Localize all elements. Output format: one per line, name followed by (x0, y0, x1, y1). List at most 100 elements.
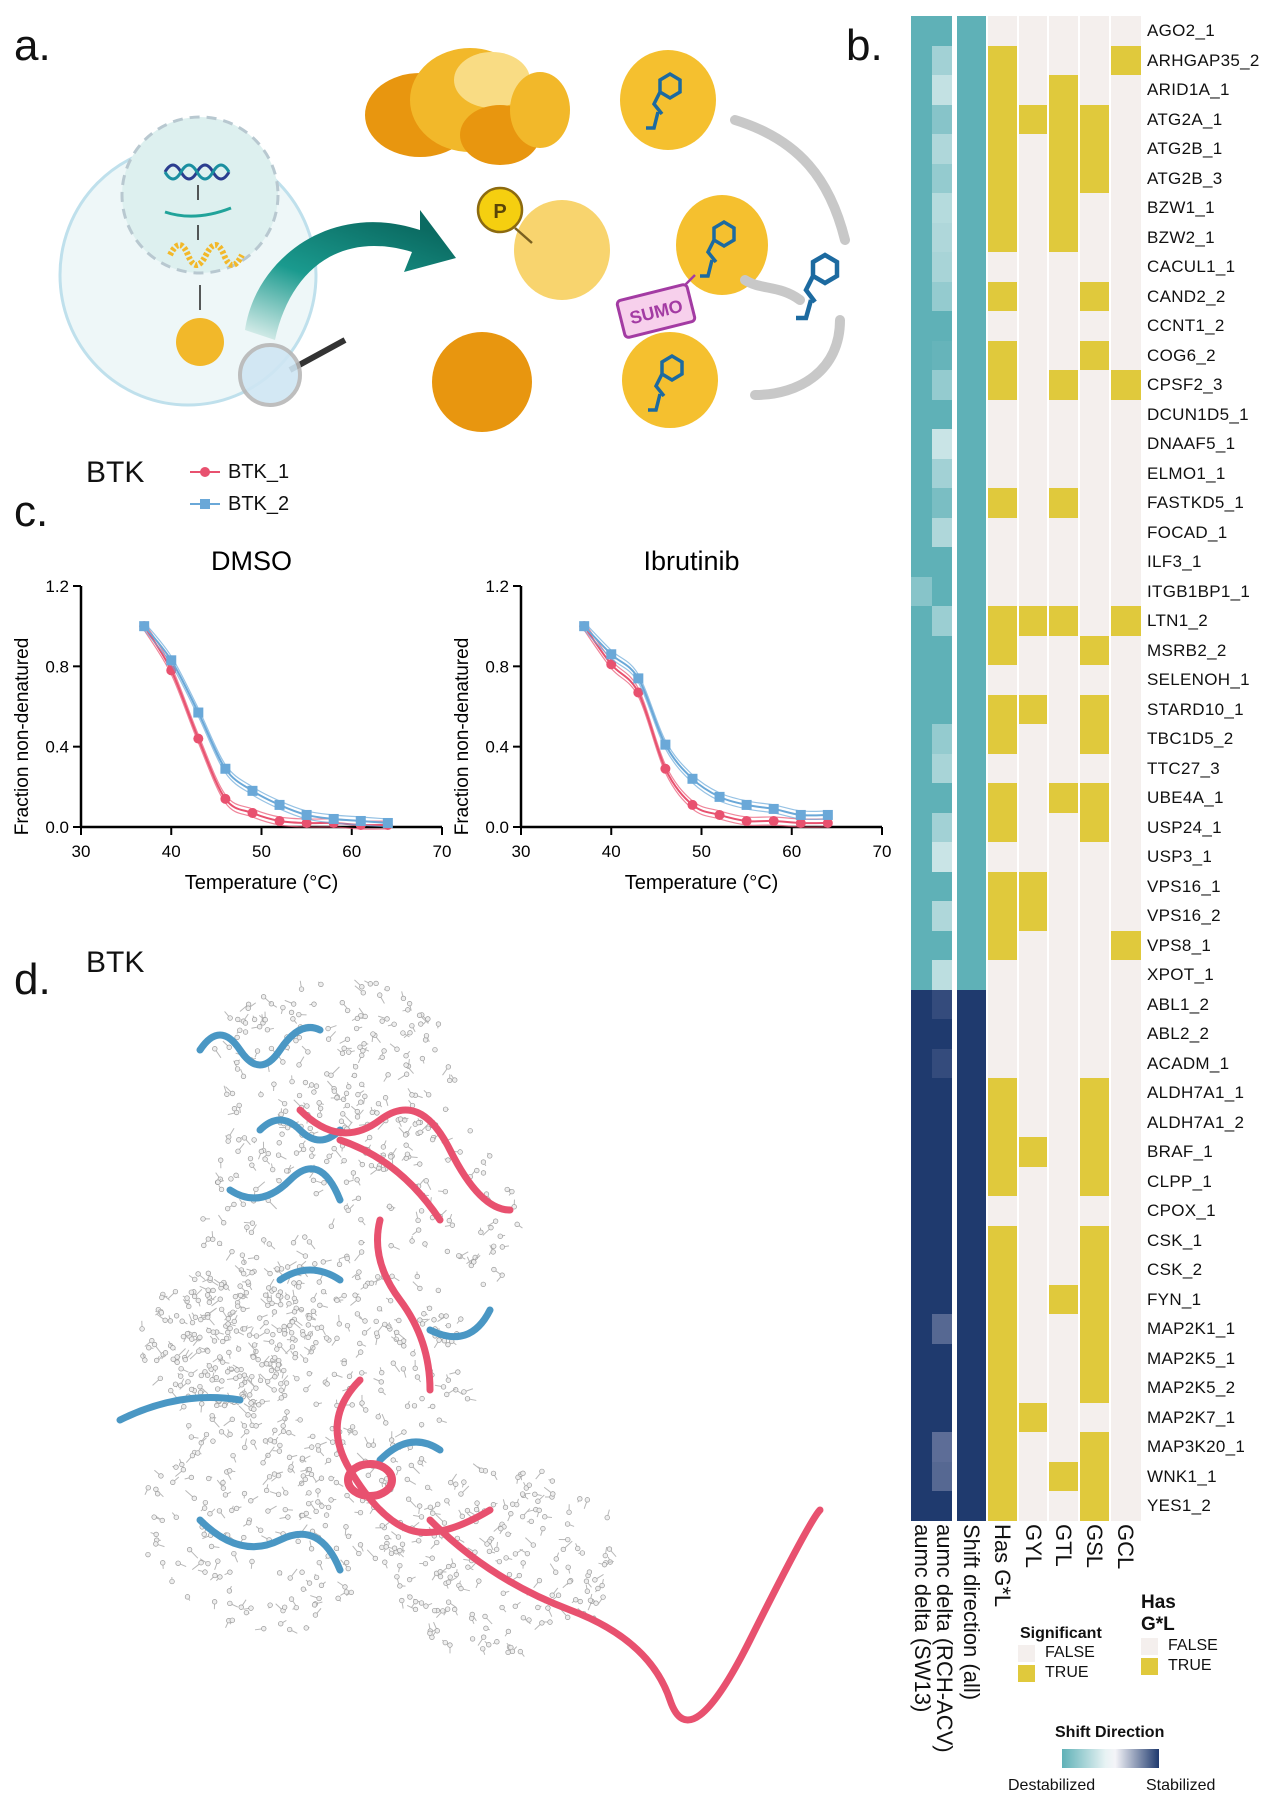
atom (275, 1472, 282, 1479)
heatmap-cell-flag (1019, 1373, 1047, 1403)
atom (225, 1205, 231, 1212)
heatmap-cell-flag (1049, 222, 1078, 253)
heatmap-cell-flag (1080, 901, 1109, 931)
data-point-btk_1 (220, 793, 231, 804)
heatmap-cell-flag (1080, 399, 1109, 430)
atom (601, 1562, 608, 1568)
atom (445, 1563, 452, 1570)
heatmap-cell-sw13 (911, 458, 932, 489)
heatmap-cell-rch (932, 783, 952, 813)
x-tick-label: 70 (873, 842, 892, 861)
atom (308, 1082, 315, 1088)
panel-label-d: d. (14, 955, 51, 1004)
atom (280, 1059, 286, 1065)
atom (382, 1095, 389, 1101)
atom (387, 1298, 394, 1304)
data-point-btk_1 (606, 659, 617, 670)
atom (512, 1603, 518, 1609)
atom (400, 1366, 407, 1372)
x-tick-label: 60 (342, 842, 361, 861)
atom (464, 1507, 471, 1514)
heatmap-cell-flag (1019, 812, 1047, 843)
heatmap-cell-flag (1080, 104, 1109, 135)
atom (354, 1177, 360, 1183)
atom (404, 1151, 411, 1157)
atom (403, 1071, 410, 1077)
atom (272, 1374, 278, 1380)
atom (341, 1292, 347, 1299)
data-point-btk_1 (822, 817, 833, 828)
heatmap-cell-flag (1080, 1461, 1109, 1492)
heatmap-cell-flag (1019, 1107, 1047, 1138)
atom (496, 1558, 503, 1565)
heatmap-cell-flag (988, 16, 1017, 46)
atom (260, 1460, 266, 1466)
atom (306, 1580, 313, 1586)
atom (211, 1338, 218, 1344)
atom (230, 1452, 236, 1459)
atom (550, 1491, 556, 1497)
atom (388, 1154, 394, 1160)
heatmap-cell-flag (1080, 930, 1109, 961)
heatmap-cell-flag (1080, 75, 1109, 105)
atom (480, 1159, 487, 1165)
heatmap-cell-sw13 (911, 193, 932, 223)
atom (434, 1539, 440, 1546)
atom (343, 1589, 350, 1595)
atom (198, 1372, 204, 1379)
heatmap-cell-flag (988, 694, 1017, 725)
atom (153, 1531, 159, 1538)
fit-curve-btk_1 (143, 625, 388, 827)
heatmap-row-label: ARHGAP35_2 (1147, 50, 1260, 70)
atom (222, 1492, 229, 1498)
atom (509, 1648, 516, 1655)
atom (162, 1350, 169, 1356)
atom (220, 1338, 226, 1345)
atom (288, 1596, 295, 1602)
heatmap-cell-flag (1111, 842, 1141, 872)
atom (378, 1379, 384, 1385)
heatmap-row-label: MAP3K20_1 (1147, 1437, 1246, 1456)
atom (292, 1354, 298, 1361)
heatmap-cell-flag (1080, 576, 1109, 607)
atom (385, 1072, 391, 1078)
atom (491, 1243, 497, 1249)
atom (375, 1274, 381, 1280)
heatmap-cell-flag (988, 901, 1017, 931)
atom (427, 1630, 433, 1636)
atom (233, 1505, 240, 1512)
atom (296, 1011, 302, 1018)
heatmap-cell-flag (1049, 75, 1078, 105)
atom (404, 1476, 410, 1483)
heatmap-cell-flag (1080, 1491, 1109, 1521)
atom (386, 1203, 393, 1209)
atom (404, 1403, 411, 1409)
atom (502, 1504, 509, 1510)
y-tick-label: 0.0 (45, 818, 69, 837)
heatmap-cell-shift (957, 871, 986, 902)
atom (409, 1238, 415, 1244)
atom (418, 1208, 425, 1214)
atom (326, 1153, 332, 1159)
heatmap-cell-flag (1019, 753, 1047, 784)
atom (209, 1413, 215, 1419)
atom (384, 1016, 390, 1022)
heatmap-cell-flag (1049, 429, 1078, 459)
atom (345, 1207, 351, 1214)
phosphate-icon (476, 186, 524, 234)
heatmap-cell-flag (988, 1225, 1017, 1256)
atom (539, 1468, 545, 1475)
atom (302, 1079, 309, 1086)
panel-label-a: a. (14, 21, 51, 70)
heatmap-cell-flag (988, 1196, 1017, 1226)
atom (373, 980, 379, 987)
atom (526, 1482, 532, 1488)
atom (308, 1546, 315, 1552)
heatmap-cell-flag (1049, 281, 1078, 312)
atom (287, 1322, 293, 1329)
atom (270, 1166, 276, 1173)
heatmap-cell-shift (957, 517, 986, 548)
atom (269, 1339, 275, 1345)
atom (253, 1333, 260, 1339)
heatmap-cell-flag (1019, 1166, 1047, 1197)
